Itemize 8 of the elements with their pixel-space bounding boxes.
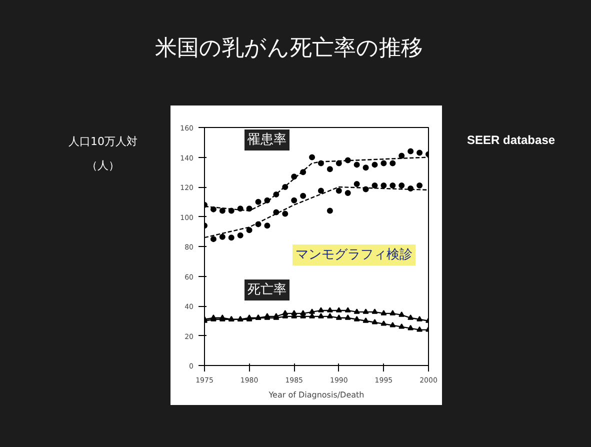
text: SEER database <box>467 132 556 149</box>
annotation: 罹患率 <box>246 132 286 148</box>
annotation: マンモグラフィ検診 <box>296 248 412 262</box>
chart-title: 米国の乳がん死亡率の推移 <box>155 35 423 63</box>
x-axis-title: Year of Diagnosis/Death <box>268 390 364 400</box>
text: （人） <box>86 159 120 172</box>
annotation: 死亡率 <box>248 282 286 298</box>
y-axis-title: 人口10万人対 <box>68 135 138 148</box>
